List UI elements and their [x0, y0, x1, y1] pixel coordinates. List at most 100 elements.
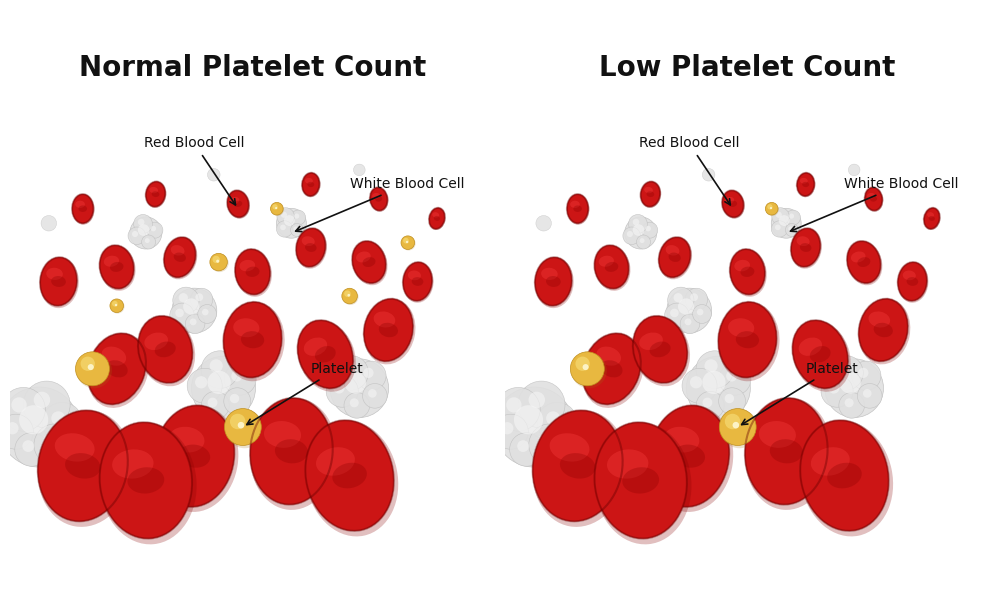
Ellipse shape	[599, 256, 614, 267]
Ellipse shape	[307, 182, 314, 187]
Ellipse shape	[907, 277, 918, 286]
Circle shape	[291, 210, 306, 225]
Circle shape	[696, 351, 734, 388]
Circle shape	[403, 238, 409, 244]
Ellipse shape	[810, 346, 831, 362]
Circle shape	[291, 223, 304, 236]
Ellipse shape	[924, 208, 940, 229]
Ellipse shape	[332, 463, 367, 488]
Title: Normal Platelet Count: Normal Platelet Count	[79, 55, 426, 82]
Circle shape	[138, 224, 149, 236]
Circle shape	[210, 254, 229, 272]
Circle shape	[15, 433, 48, 466]
Ellipse shape	[110, 262, 123, 272]
Circle shape	[191, 356, 255, 420]
Circle shape	[697, 309, 703, 316]
Circle shape	[839, 392, 865, 418]
Ellipse shape	[234, 201, 242, 207]
Ellipse shape	[164, 237, 196, 277]
Ellipse shape	[605, 262, 618, 272]
Ellipse shape	[734, 260, 750, 271]
Circle shape	[198, 305, 217, 323]
Ellipse shape	[596, 347, 621, 366]
Ellipse shape	[633, 316, 687, 383]
Ellipse shape	[227, 190, 250, 218]
Ellipse shape	[429, 208, 445, 229]
Circle shape	[693, 305, 711, 323]
Circle shape	[368, 389, 377, 398]
Ellipse shape	[722, 190, 745, 218]
Circle shape	[839, 372, 861, 394]
Circle shape	[837, 364, 849, 376]
Circle shape	[575, 356, 590, 371]
Circle shape	[208, 398, 217, 407]
Ellipse shape	[533, 410, 623, 521]
Circle shape	[34, 392, 50, 408]
Ellipse shape	[859, 299, 908, 361]
Ellipse shape	[298, 320, 353, 388]
Ellipse shape	[112, 449, 154, 479]
Circle shape	[88, 364, 94, 370]
Circle shape	[704, 359, 718, 373]
Circle shape	[765, 202, 778, 215]
Ellipse shape	[650, 341, 671, 357]
Ellipse shape	[432, 212, 439, 218]
Circle shape	[210, 359, 223, 373]
Ellipse shape	[305, 178, 313, 184]
Ellipse shape	[372, 193, 380, 199]
Ellipse shape	[146, 182, 165, 207]
Ellipse shape	[644, 187, 653, 193]
Circle shape	[128, 227, 146, 245]
Circle shape	[170, 303, 194, 328]
Ellipse shape	[364, 299, 415, 364]
Ellipse shape	[659, 237, 692, 280]
Circle shape	[686, 356, 750, 420]
Circle shape	[183, 298, 199, 314]
Circle shape	[785, 223, 798, 236]
Circle shape	[110, 299, 125, 314]
Ellipse shape	[106, 360, 128, 377]
Circle shape	[667, 288, 712, 333]
Circle shape	[42, 403, 82, 442]
Ellipse shape	[567, 194, 589, 225]
Ellipse shape	[302, 173, 320, 197]
Ellipse shape	[582, 334, 644, 408]
Circle shape	[680, 314, 700, 334]
Circle shape	[190, 319, 197, 325]
Ellipse shape	[154, 406, 238, 512]
Ellipse shape	[874, 323, 893, 337]
Ellipse shape	[669, 253, 681, 262]
Circle shape	[645, 226, 651, 232]
Ellipse shape	[127, 467, 164, 494]
Circle shape	[401, 236, 415, 250]
Ellipse shape	[770, 439, 803, 463]
Circle shape	[776, 212, 782, 218]
Circle shape	[281, 212, 287, 218]
Ellipse shape	[869, 311, 890, 328]
Circle shape	[187, 368, 222, 403]
Ellipse shape	[582, 333, 641, 404]
Ellipse shape	[718, 302, 780, 381]
Circle shape	[112, 301, 118, 307]
Circle shape	[19, 405, 48, 434]
Title: Low Platelet Count: Low Platelet Count	[599, 55, 896, 82]
Text: White Blood Cell: White Blood Cell	[296, 178, 464, 232]
Circle shape	[275, 207, 277, 209]
Ellipse shape	[46, 268, 63, 280]
Ellipse shape	[641, 182, 660, 207]
Text: Platelet: Platelet	[742, 362, 858, 425]
Circle shape	[625, 217, 657, 249]
Ellipse shape	[250, 398, 337, 510]
Circle shape	[501, 422, 513, 434]
Ellipse shape	[857, 257, 870, 267]
Ellipse shape	[550, 433, 589, 461]
Circle shape	[726, 370, 737, 382]
Circle shape	[685, 319, 691, 325]
Circle shape	[767, 204, 773, 209]
Ellipse shape	[533, 410, 627, 527]
Circle shape	[0, 414, 33, 449]
Circle shape	[770, 207, 772, 209]
Circle shape	[775, 224, 781, 230]
Ellipse shape	[792, 320, 848, 388]
Circle shape	[363, 368, 374, 378]
